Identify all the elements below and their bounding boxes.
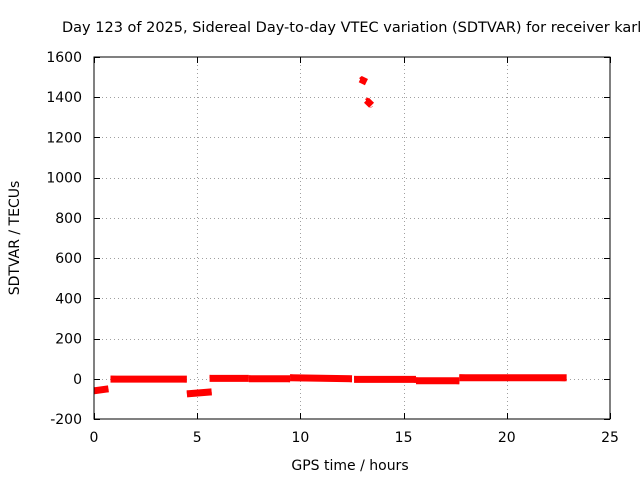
- data-segment-jitter: [415, 377, 460, 385]
- y-tick-label: 600: [55, 251, 82, 267]
- data-segment-jitter: [110, 375, 187, 383]
- data-segment-jitter: [289, 374, 353, 383]
- y-tick-label: -200: [50, 412, 82, 428]
- y-tick-label: 800: [55, 211, 82, 227]
- chart-title: Day 123 of 2025, Sidereal Day-to-day VTE…: [62, 20, 640, 36]
- x-tick-label: 20: [498, 430, 516, 446]
- y-tick-label: 0: [73, 372, 82, 388]
- x-tick-label: 10: [291, 430, 309, 446]
- series-sdtvar: [93, 75, 567, 398]
- data-segment-jitter: [365, 97, 373, 109]
- x-axis-label: GPS time / hours: [291, 458, 408, 474]
- data-segment-jitter: [209, 374, 249, 382]
- data-segment-jitter: [459, 374, 567, 382]
- y-tick-label: 1200: [46, 130, 82, 146]
- x-tick-label: 5: [193, 430, 202, 446]
- ticks: 0 5 10 15 20 25 -200 0 200 400 600 800 1000 1200 1400 1…: [46, 50, 619, 446]
- x-tick-label: 0: [90, 430, 99, 446]
- data-segment-jitter: [186, 390, 212, 396]
- x-tick-label: 15: [395, 430, 413, 446]
- y-tick-label: 1400: [46, 90, 82, 106]
- data-segment-jitter: [353, 375, 417, 383]
- data-segment-jitter: [359, 76, 368, 86]
- plot-frame: [93, 56, 611, 420]
- x-tick-label: 25: [601, 430, 619, 446]
- y-tick-label: 200: [55, 332, 82, 348]
- grid: [94, 57, 610, 419]
- y-tick-label: 1600: [46, 50, 82, 66]
- data-segment-jitter: [93, 387, 109, 393]
- data-segment-jitter: [248, 375, 291, 383]
- y-tick-label: 400: [55, 291, 82, 307]
- y-tick-label: 1000: [46, 171, 82, 187]
- y-axis-label: SDTVAR / TECUs: [7, 181, 23, 296]
